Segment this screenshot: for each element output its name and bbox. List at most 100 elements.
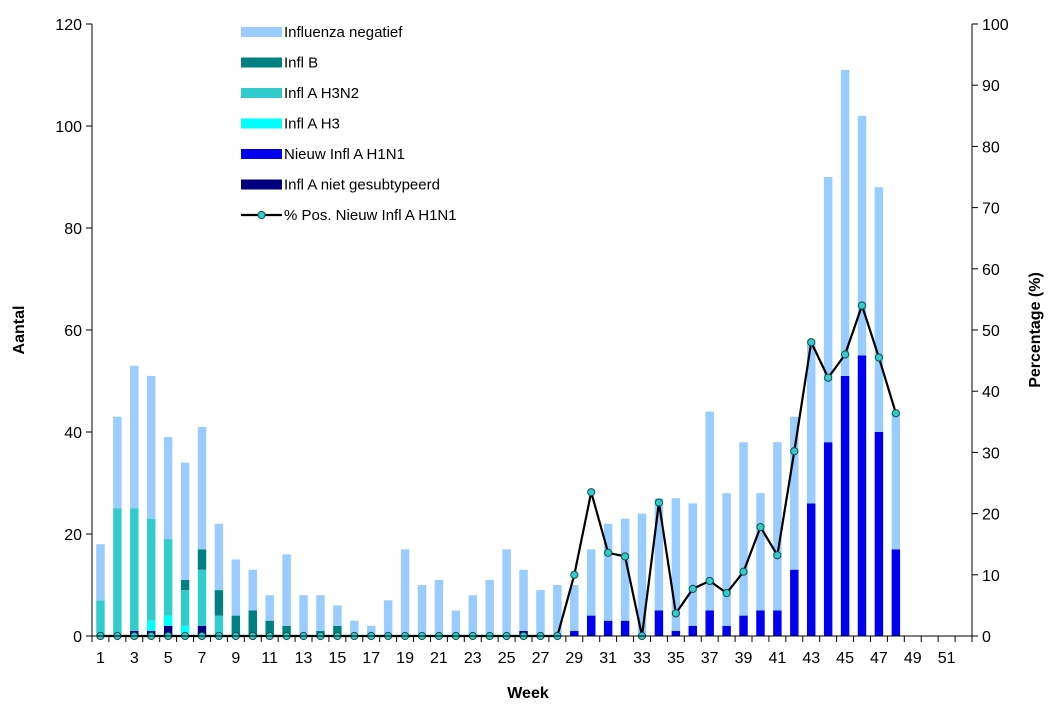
bar (214, 590, 224, 616)
bar (130, 508, 139, 631)
bar (434, 579, 444, 636)
legend-label: Nieuw Infl A H1N1 (284, 146, 405, 163)
x-tick-label: 31 (599, 650, 617, 667)
bar (840, 69, 850, 376)
bar (502, 549, 511, 636)
percentage-point (824, 373, 833, 382)
legend-swatch (241, 57, 282, 68)
y-tick-label-left: 100 (55, 119, 82, 136)
percentage-point (840, 350, 850, 359)
bar (756, 493, 765, 611)
y-tick-label-left: 0 (73, 629, 82, 646)
bar (756, 610, 765, 636)
bar (857, 355, 867, 636)
x-tick-label: 17 (362, 650, 380, 667)
y-tick-label-right: 30 (982, 445, 1000, 462)
bar (823, 177, 833, 443)
y-tick-label-right: 0 (982, 629, 991, 646)
x-tick-label: 13 (295, 650, 313, 667)
x-tick-label: 21 (430, 650, 448, 667)
legend-label: Infl A H3N2 (284, 85, 359, 102)
bar (891, 411, 901, 550)
x-tick-label: 39 (735, 650, 753, 667)
bar (840, 375, 850, 636)
bar (282, 554, 291, 626)
y-tick-label-right: 100 (982, 17, 1009, 34)
legend-marker-swatch (257, 210, 266, 220)
x-tick-label: 33 (633, 650, 651, 667)
bar (147, 620, 156, 631)
bar (519, 569, 528, 631)
bar (536, 590, 545, 636)
bar (570, 630, 579, 636)
x-tick-label: 23 (464, 650, 482, 667)
bar (96, 600, 105, 636)
y-tick-label-left: 20 (64, 527, 82, 544)
bar (417, 585, 427, 636)
legend-label: % Pos. Nieuw Infl A H1N1 (284, 207, 457, 224)
bar (620, 518, 630, 621)
bar (265, 595, 274, 621)
percentage-point (874, 353, 884, 362)
bar (113, 416, 122, 509)
bar (891, 549, 901, 636)
x-tick-label: 9 (231, 650, 240, 667)
y-tick-label-right: 10 (982, 568, 1000, 585)
bar (790, 416, 799, 570)
bar (231, 559, 241, 616)
x-tick-label: 27 (532, 650, 550, 667)
bar (96, 544, 105, 601)
y-tick-label-right: 90 (982, 78, 1000, 95)
x-tick-label: 35 (667, 650, 685, 667)
x-tick-label: 19 (396, 650, 414, 667)
legend-label: Infl A niet gesubtypeerd (284, 177, 440, 194)
bar (790, 569, 799, 636)
bar (739, 442, 748, 616)
y-tick-label-left: 60 (64, 323, 82, 340)
y-tick-label-right: 70 (982, 201, 1000, 218)
bar (468, 595, 477, 636)
bar (722, 493, 731, 626)
bar (197, 426, 207, 550)
bar (299, 595, 308, 636)
y-tick-label-right: 40 (982, 384, 1000, 401)
y-tick-label-left: 40 (64, 425, 82, 442)
legend-swatch (241, 149, 282, 159)
percentage-point (756, 522, 765, 532)
percentage-point (722, 589, 731, 598)
bar (350, 620, 359, 636)
bar (265, 620, 274, 636)
x-tick-label: 1 (96, 650, 105, 667)
bar (671, 630, 681, 636)
bar (163, 539, 173, 616)
percentage-point (891, 409, 900, 418)
x-axis-title: Week (507, 685, 549, 702)
legend-label: Influenza negatief (284, 24, 403, 41)
bar (147, 375, 156, 519)
bar (214, 523, 224, 591)
bar (620, 620, 630, 636)
bar (180, 625, 190, 636)
x-tick-label: 3 (130, 650, 139, 667)
legend-swatch (241, 118, 282, 129)
x-tick-label: 29 (565, 650, 583, 667)
bar (282, 625, 291, 636)
bar (807, 340, 816, 504)
bar (688, 625, 697, 636)
legend-swatch (241, 88, 282, 98)
percentage-point (587, 488, 596, 497)
bar (570, 585, 579, 631)
bar (113, 508, 122, 636)
bar (874, 432, 884, 636)
bar (654, 498, 664, 611)
x-tick-label: 47 (870, 650, 888, 667)
bar (180, 462, 190, 580)
legend-swatch (241, 179, 282, 190)
bar (671, 498, 681, 631)
percentage-point (604, 548, 613, 557)
bar (451, 610, 461, 636)
bar (248, 610, 257, 636)
x-tick-label: 43 (802, 650, 820, 667)
